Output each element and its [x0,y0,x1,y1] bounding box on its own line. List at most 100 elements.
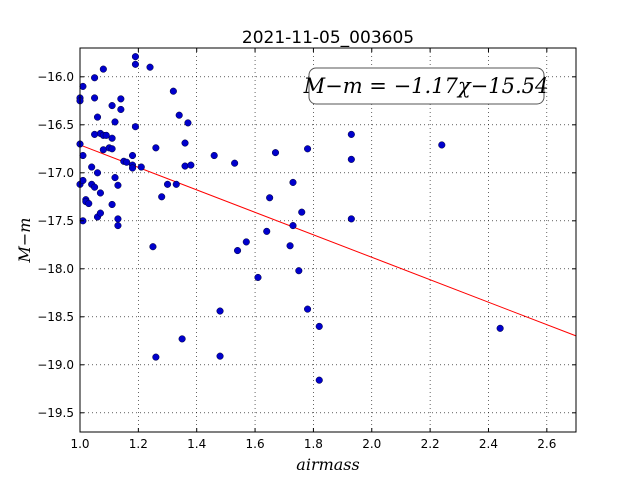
data-point [315,376,323,384]
data-point [146,63,154,71]
data-point [79,176,87,185]
fit-annotation: M−m = −1.17χ−15.54 [303,67,548,105]
y-tick-label: −18.0 [37,262,74,276]
x-tick-label: 2.0 [362,437,381,451]
data-point [210,151,218,160]
data-point [117,105,125,113]
data-point [216,352,224,360]
data-point [496,324,504,332]
data-point [242,238,250,246]
data-point [88,163,96,171]
data-point [128,151,137,160]
data-point [79,82,87,90]
plot-frame [79,47,577,433]
x-tick-labels: 1.0 1.2 1.4 1.6 1.8 2.0 2.2 2.4 2.6 [70,437,556,451]
data-point [181,162,189,170]
data-point [286,242,294,250]
data-point [347,130,355,138]
data-point [123,158,131,166]
data-point [149,243,157,251]
data-point [131,60,139,68]
data-point [99,65,107,73]
chart-title: 2021-11-05_003605 [242,28,414,48]
data-point [108,134,116,142]
data-point [184,119,192,127]
data-point [93,169,102,177]
y-tick-label: −19.5 [37,406,74,420]
data-point [137,163,145,171]
data-point [91,183,99,191]
annotation-box [308,67,545,105]
data-point [234,247,242,255]
fit-line [79,144,577,337]
data-point [131,123,139,131]
data-point [91,94,99,102]
data-points [76,53,504,384]
data-point [108,145,116,153]
fit-line-group [79,144,577,337]
y-tick-label: −17.5 [37,214,74,228]
data-point [304,305,312,313]
data-point [172,180,180,188]
x-tick-label: 1.2 [129,437,148,451]
data-point [152,144,160,152]
data-point [79,151,87,160]
x-tick-label: 1.6 [246,437,265,451]
data-point [93,113,102,121]
data-point [216,307,224,315]
data-point [289,222,297,230]
x-tick-label: 2.4 [479,437,498,451]
data-point [114,215,122,223]
data-point [108,200,116,209]
x-axis-label: airmass [296,455,359,474]
data-point [438,141,446,149]
data-point [304,145,312,153]
data-point [96,189,104,197]
data-point [91,74,99,82]
data-point [117,95,125,103]
data-point [108,102,116,110]
data-point [289,178,297,186]
data-point [187,161,195,169]
x-tick-label: 2.2 [421,437,440,451]
data-point [114,222,122,230]
data-point [96,209,104,217]
data-point [263,227,271,235]
data-point [231,159,239,167]
y-tick-label: −16.5 [37,118,74,132]
data-point [266,194,274,202]
data-point [178,335,186,343]
x-tick-label: 1.8 [304,437,323,451]
data-point [158,193,166,201]
data-point [169,87,177,95]
y-tick-label: −19.0 [37,358,74,372]
axis-ticks [79,48,576,432]
data-point [181,139,189,147]
x-tick-label: 1.4 [187,437,206,451]
data-point [298,208,306,216]
data-point [111,174,119,182]
data-point [85,199,93,208]
y-tick-label: −18.5 [37,310,74,324]
data-point [254,273,262,281]
data-point [347,155,355,163]
y-tick-label: −17.0 [37,166,74,180]
data-point [91,130,99,138]
data-point [315,322,323,330]
x-tick-label: 2.6 [537,437,556,451]
data-point [128,164,137,172]
data-point [111,118,119,126]
data-point [131,53,139,61]
y-axis-label: M−m [15,218,34,264]
y-tick-label: −16.0 [37,70,74,84]
data-point [102,131,110,139]
data-point [347,215,355,223]
y-tick-labels: −16.0 −16.5 −17.0 −17.5 −18.0 −18.5 −19.0 −19.5 [37,70,74,420]
data-point [114,181,122,189]
data-point [175,111,183,119]
data-point [295,267,303,275]
data-point [163,180,172,188]
x-tick-label: 1.0 [70,437,89,451]
data-point [152,353,160,361]
